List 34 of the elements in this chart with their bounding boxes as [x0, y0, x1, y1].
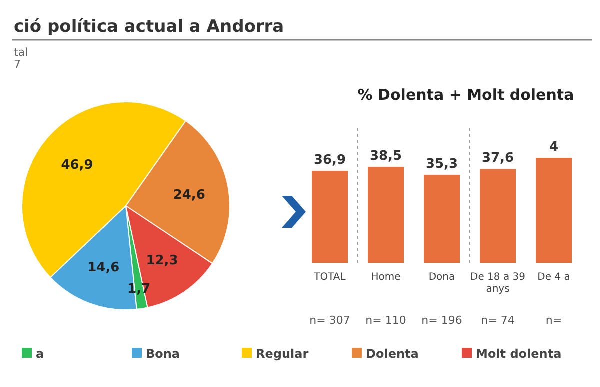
- data-label: 36,9: [314, 152, 346, 168]
- data-label: 35,3: [426, 156, 458, 172]
- bar: [480, 169, 516, 263]
- x-tick-label: De 18 a 39 anys: [470, 272, 526, 295]
- bar: [368, 166, 404, 263]
- data-label: 46,9: [61, 158, 94, 173]
- data-label: 38,5: [370, 148, 402, 164]
- bar: [424, 174, 460, 263]
- bar: [536, 158, 572, 263]
- text: n=: [546, 314, 562, 327]
- x-tick-label: Dona: [428, 272, 456, 283]
- legend-label: Regular: [256, 347, 309, 361]
- legend-label: a: [36, 347, 44, 361]
- text: 7: [14, 58, 21, 71]
- data-label: 12,3: [146, 253, 178, 268]
- text: n= 110: [366, 314, 406, 327]
- text: n= 74: [481, 314, 515, 327]
- annotation: 4: [549, 140, 559, 155]
- data-label: 14,6: [88, 260, 120, 276]
- bar: [312, 170, 348, 263]
- x-tick-label: TOTAL: [313, 272, 346, 283]
- x-tick-label: De 4 a: [538, 272, 570, 283]
- data-label: 37,6: [482, 151, 514, 166]
- chart-title: ció política actual a Andorra: [14, 17, 284, 37]
- legend-label: Bona: [146, 347, 180, 361]
- data-label: 24,6: [173, 188, 206, 204]
- legend-label: Molt dolenta: [476, 347, 562, 361]
- x-tick-label: Home: [371, 272, 401, 283]
- text: tal: [14, 46, 28, 59]
- legend-label: Dolenta: [366, 347, 419, 361]
- text: n= 196: [422, 314, 462, 327]
- data-label: 1,7: [128, 282, 151, 298]
- chart-title: % Dolenta + Molt dolenta: [358, 86, 574, 104]
- text: n= 307: [310, 314, 350, 327]
